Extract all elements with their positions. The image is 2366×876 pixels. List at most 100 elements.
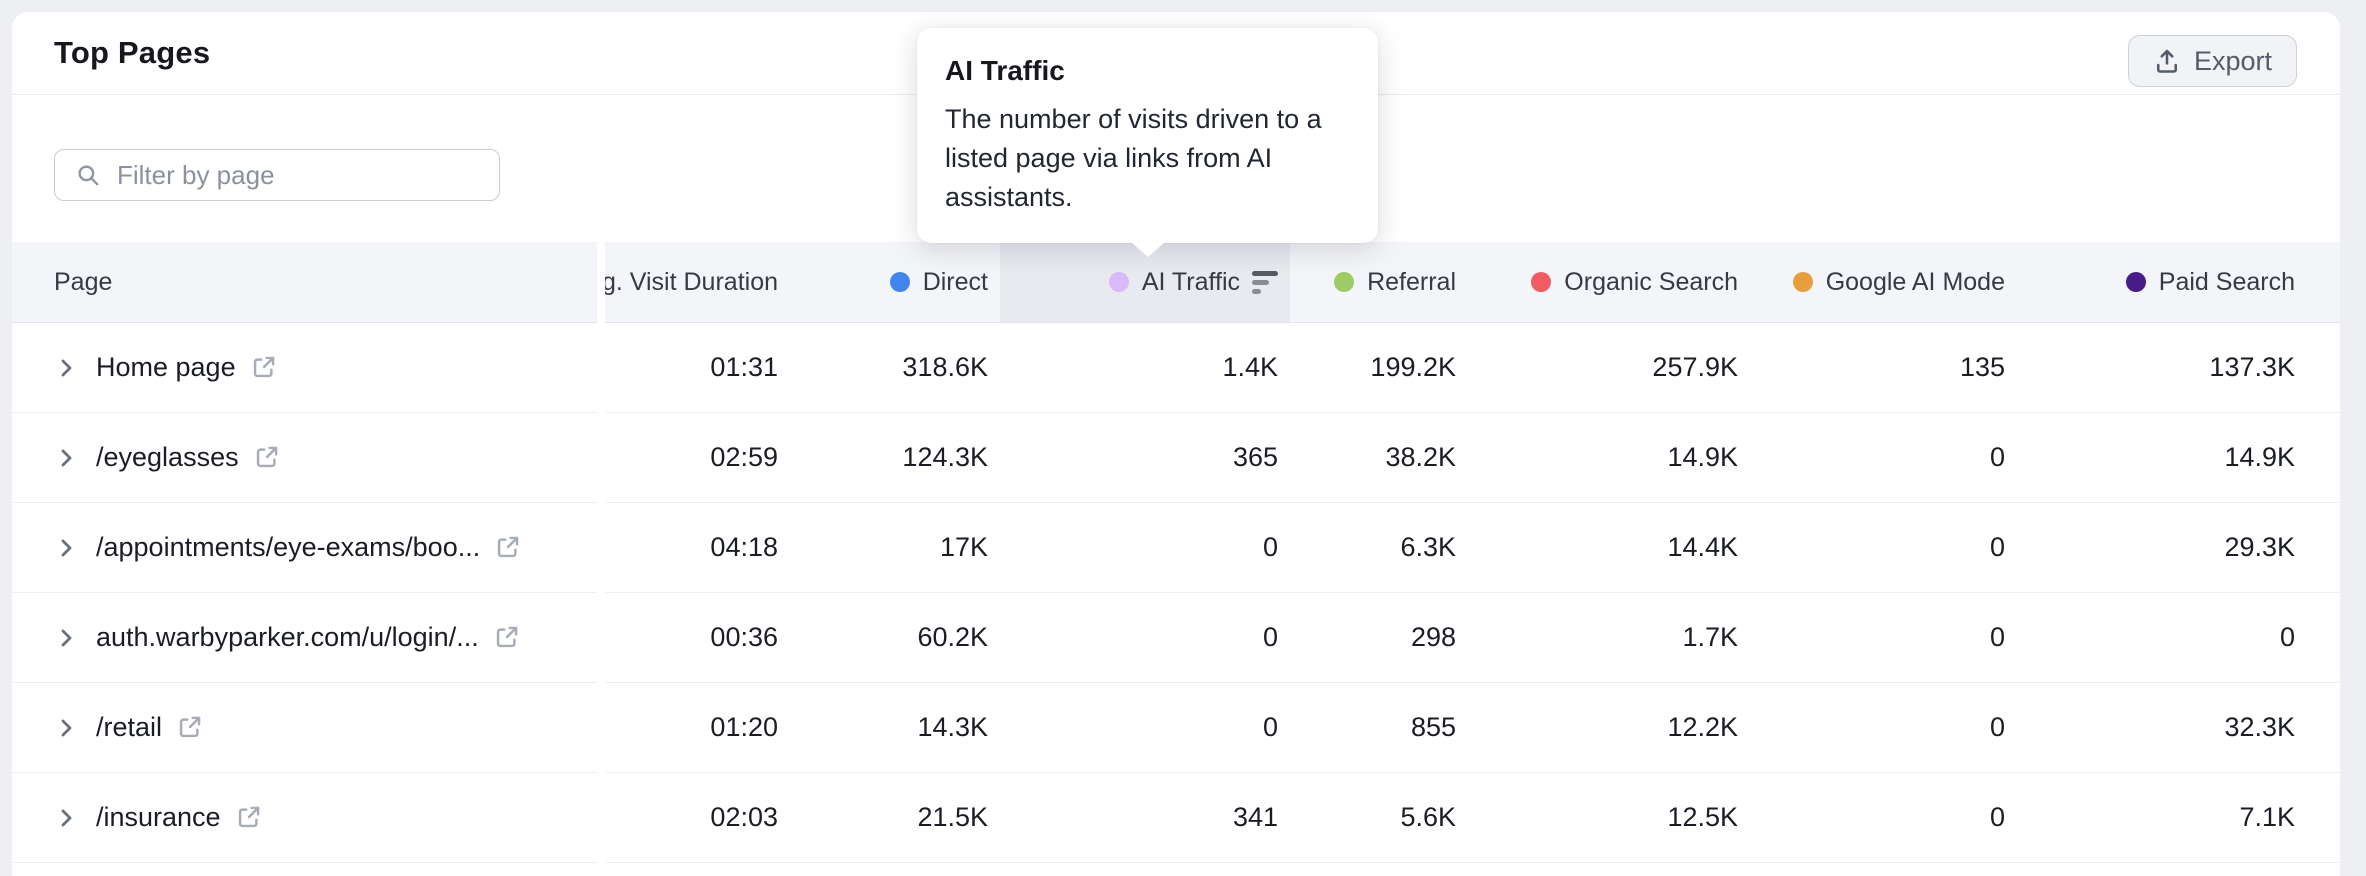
sort-descending-icon [1252,270,1278,294]
cell-referral: 38.2K [1385,442,1456,472]
external-link-icon[interactable] [176,714,203,741]
table-row: /appointments/eye-exams/boo... [12,503,597,593]
filter-input-container [54,149,500,201]
cell-direct: 318.6K [902,352,988,382]
filter-row [12,95,2340,242]
cell-organic-search: 14.4K [1667,532,1738,562]
external-link-icon[interactable] [250,354,277,381]
page-name: /retail [96,712,163,742]
cell-organic-search: 12.5K [1667,802,1738,832]
cell-ai-traffic: 365 [1232,442,1278,472]
page-name: /insurance [96,802,221,832]
cell-google-ai-mode: 135 [1959,352,2005,382]
cell-visit-duration: 04:18 [710,532,778,562]
expand-chevron-icon[interactable] [54,806,78,830]
column-header-label: Organic Search [1564,267,1738,296]
page-name: /appointments/eye-exams/boo... [96,532,481,562]
table-row-values: 00:36 60.2K 0 298 1.7K 0 0 [605,593,2340,683]
column-header-label: Referral [1367,267,1456,296]
cell-google-ai-mode: 0 [1989,712,2005,742]
expand-chevron-icon[interactable] [54,356,78,380]
filter-by-page-input[interactable] [115,149,499,201]
column-header-label: Direct [922,267,988,296]
cell-referral: 298 [1410,622,1456,652]
cell-organic-search: 12.2K [1667,712,1738,742]
external-link-icon[interactable] [235,804,262,831]
table-row-values: 02:03 21.5K 341 5.6K 12.5K 0 7.1K [605,773,2340,863]
search-icon [78,165,99,186]
cell-visit-duration: 02:03 [710,802,778,832]
google-ai-mode-dot [1792,272,1813,292]
ai-traffic-tooltip: AI Traffic The number of visits driven t… [917,28,1378,257]
cell-organic-search: 257.9K [1652,352,1738,382]
cell-direct: 60.2K [917,622,988,652]
table-row-values: 01:31 318.6K 1.4K 199.2K 257.9K 135 137.… [605,323,2340,413]
export-button[interactable]: Export [2127,35,2297,87]
column-header-referral[interactable]: Referral [1290,242,1468,322]
cell-visit-duration: 01:31 [710,352,778,382]
cell-ai-traffic: 341 [1232,802,1278,832]
table-row-values: 02:59 124.3K 365 38.2K 14.9K 0 14.9K [605,413,2340,503]
cell-direct: 17K [939,532,988,562]
cell-google-ai-mode: 0 [1989,622,2005,652]
page-header-label: Page [54,267,113,296]
external-link-icon[interactable] [494,534,521,561]
ai-traffic-dot [1108,272,1129,292]
direct-dot [889,272,910,292]
cell-google-ai-mode: 0 [1989,532,2005,562]
table-row: auth.warbyparker.com/u/login/... [12,593,597,683]
expand-chevron-icon[interactable] [54,536,78,560]
cell-paid-search: 137.3K [2209,352,2295,382]
expand-chevron-icon[interactable] [54,446,78,470]
cell-paid-search: 29.3K [2224,532,2295,562]
cell-visit-duration: 02:59 [710,442,778,472]
frozen-column-divider [597,242,605,876]
top-pages-table: Page Home page /eyeglasses /appointments… [12,242,2340,876]
column-header-paid-search[interactable]: Paid Search [2017,242,2307,322]
table-row-values: 01:20 14.3K 0 855 12.2K 0 32.3K [605,683,2340,773]
tooltip-body: The number of visits driven to a listed … [945,104,1322,212]
page-column: Page Home page /eyeglasses /appointments… [12,242,597,876]
cell-ai-traffic: 1.4K [1222,352,1278,382]
table-row-values: 04:18 17K 0 6.3K 14.4K 0 29.3K [605,503,2340,593]
page-name: auth.warbyparker.com/u/login/... [96,622,479,652]
cell-referral: 199.2K [1370,352,1456,382]
cell-visit-duration: 00:36 [710,622,778,652]
expand-chevron-icon[interactable] [54,716,78,740]
paid-search-dot [2125,272,2146,292]
column-header-direct[interactable]: Direct [790,242,1000,322]
column-header-label: Paid Search [2158,267,2295,296]
external-link-icon[interactable] [253,444,280,471]
cell-ai-traffic: 0 [1262,622,1278,652]
expand-chevron-icon[interactable] [54,626,78,650]
page-column-header[interactable]: Page [12,242,597,323]
cell-organic-search: 14.9K [1667,442,1738,472]
column-header-label: g. Visit Duration [605,267,778,296]
cell-direct: 14.3K [917,712,988,742]
column-header-google-ai-mode[interactable]: Google AI Mode [1750,242,2017,322]
page-name: /eyeglasses [96,442,239,472]
external-link-icon[interactable] [493,624,520,651]
column-header-organic-search[interactable]: Organic Search [1468,242,1750,322]
cell-direct: 21.5K [917,802,988,832]
cell-google-ai-mode: 0 [1989,802,2005,832]
referral-dot [1334,272,1355,292]
cell-paid-search: 0 [2279,622,2295,652]
table-row: /insurance [12,773,597,863]
page-name: Home page [96,352,236,382]
table-row: Home page [12,323,597,413]
cell-ai-traffic: 0 [1262,712,1278,742]
cell-referral: 855 [1410,712,1456,742]
export-upload-icon [2156,49,2177,73]
cell-paid-search: 32.3K [2224,712,2295,742]
organic-search-dot [1531,272,1552,292]
table-row: /retail [12,683,597,773]
cell-visit-duration: 01:20 [710,712,778,742]
cell-paid-search: 7.1K [2239,802,2295,832]
metrics-header-row: g. Visit Duration Direct AI Traffic Refe… [605,242,2340,323]
cell-direct: 124.3K [902,442,988,472]
tooltip-title: AI Traffic [945,55,1065,86]
cell-referral: 5.6K [1400,802,1456,832]
column-header-visit-duration[interactable]: g. Visit Duration [605,242,790,322]
table-row: /eyeglasses [12,413,597,503]
